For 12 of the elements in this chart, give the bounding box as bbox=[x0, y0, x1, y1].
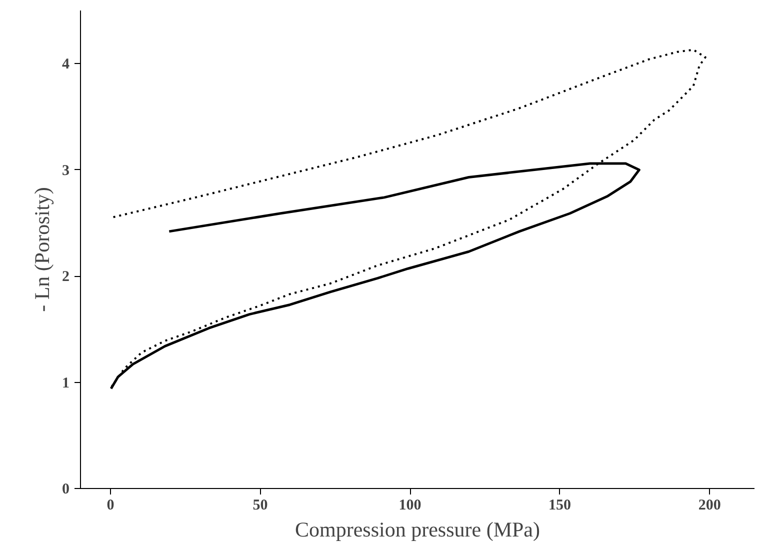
y-tick-label: 3 bbox=[62, 162, 70, 179]
x-tick-label: 150 bbox=[548, 498, 572, 514]
x-axis-title: Compression pressure (MPa) bbox=[295, 518, 540, 542]
y-axis-title: - Ln (Porosity) bbox=[30, 187, 54, 312]
y-tick-label: 2 bbox=[62, 269, 70, 286]
x-tick-label: 100 bbox=[398, 498, 422, 514]
y-tick-label: 4 bbox=[62, 56, 70, 73]
y-tick-label: 0 bbox=[62, 482, 70, 498]
y-tick-label: 1 bbox=[62, 375, 70, 392]
x-tick-label: 0 bbox=[106, 498, 114, 514]
x-tick-label: 200 bbox=[698, 498, 721, 514]
x-tick-label: 50 bbox=[252, 498, 268, 514]
